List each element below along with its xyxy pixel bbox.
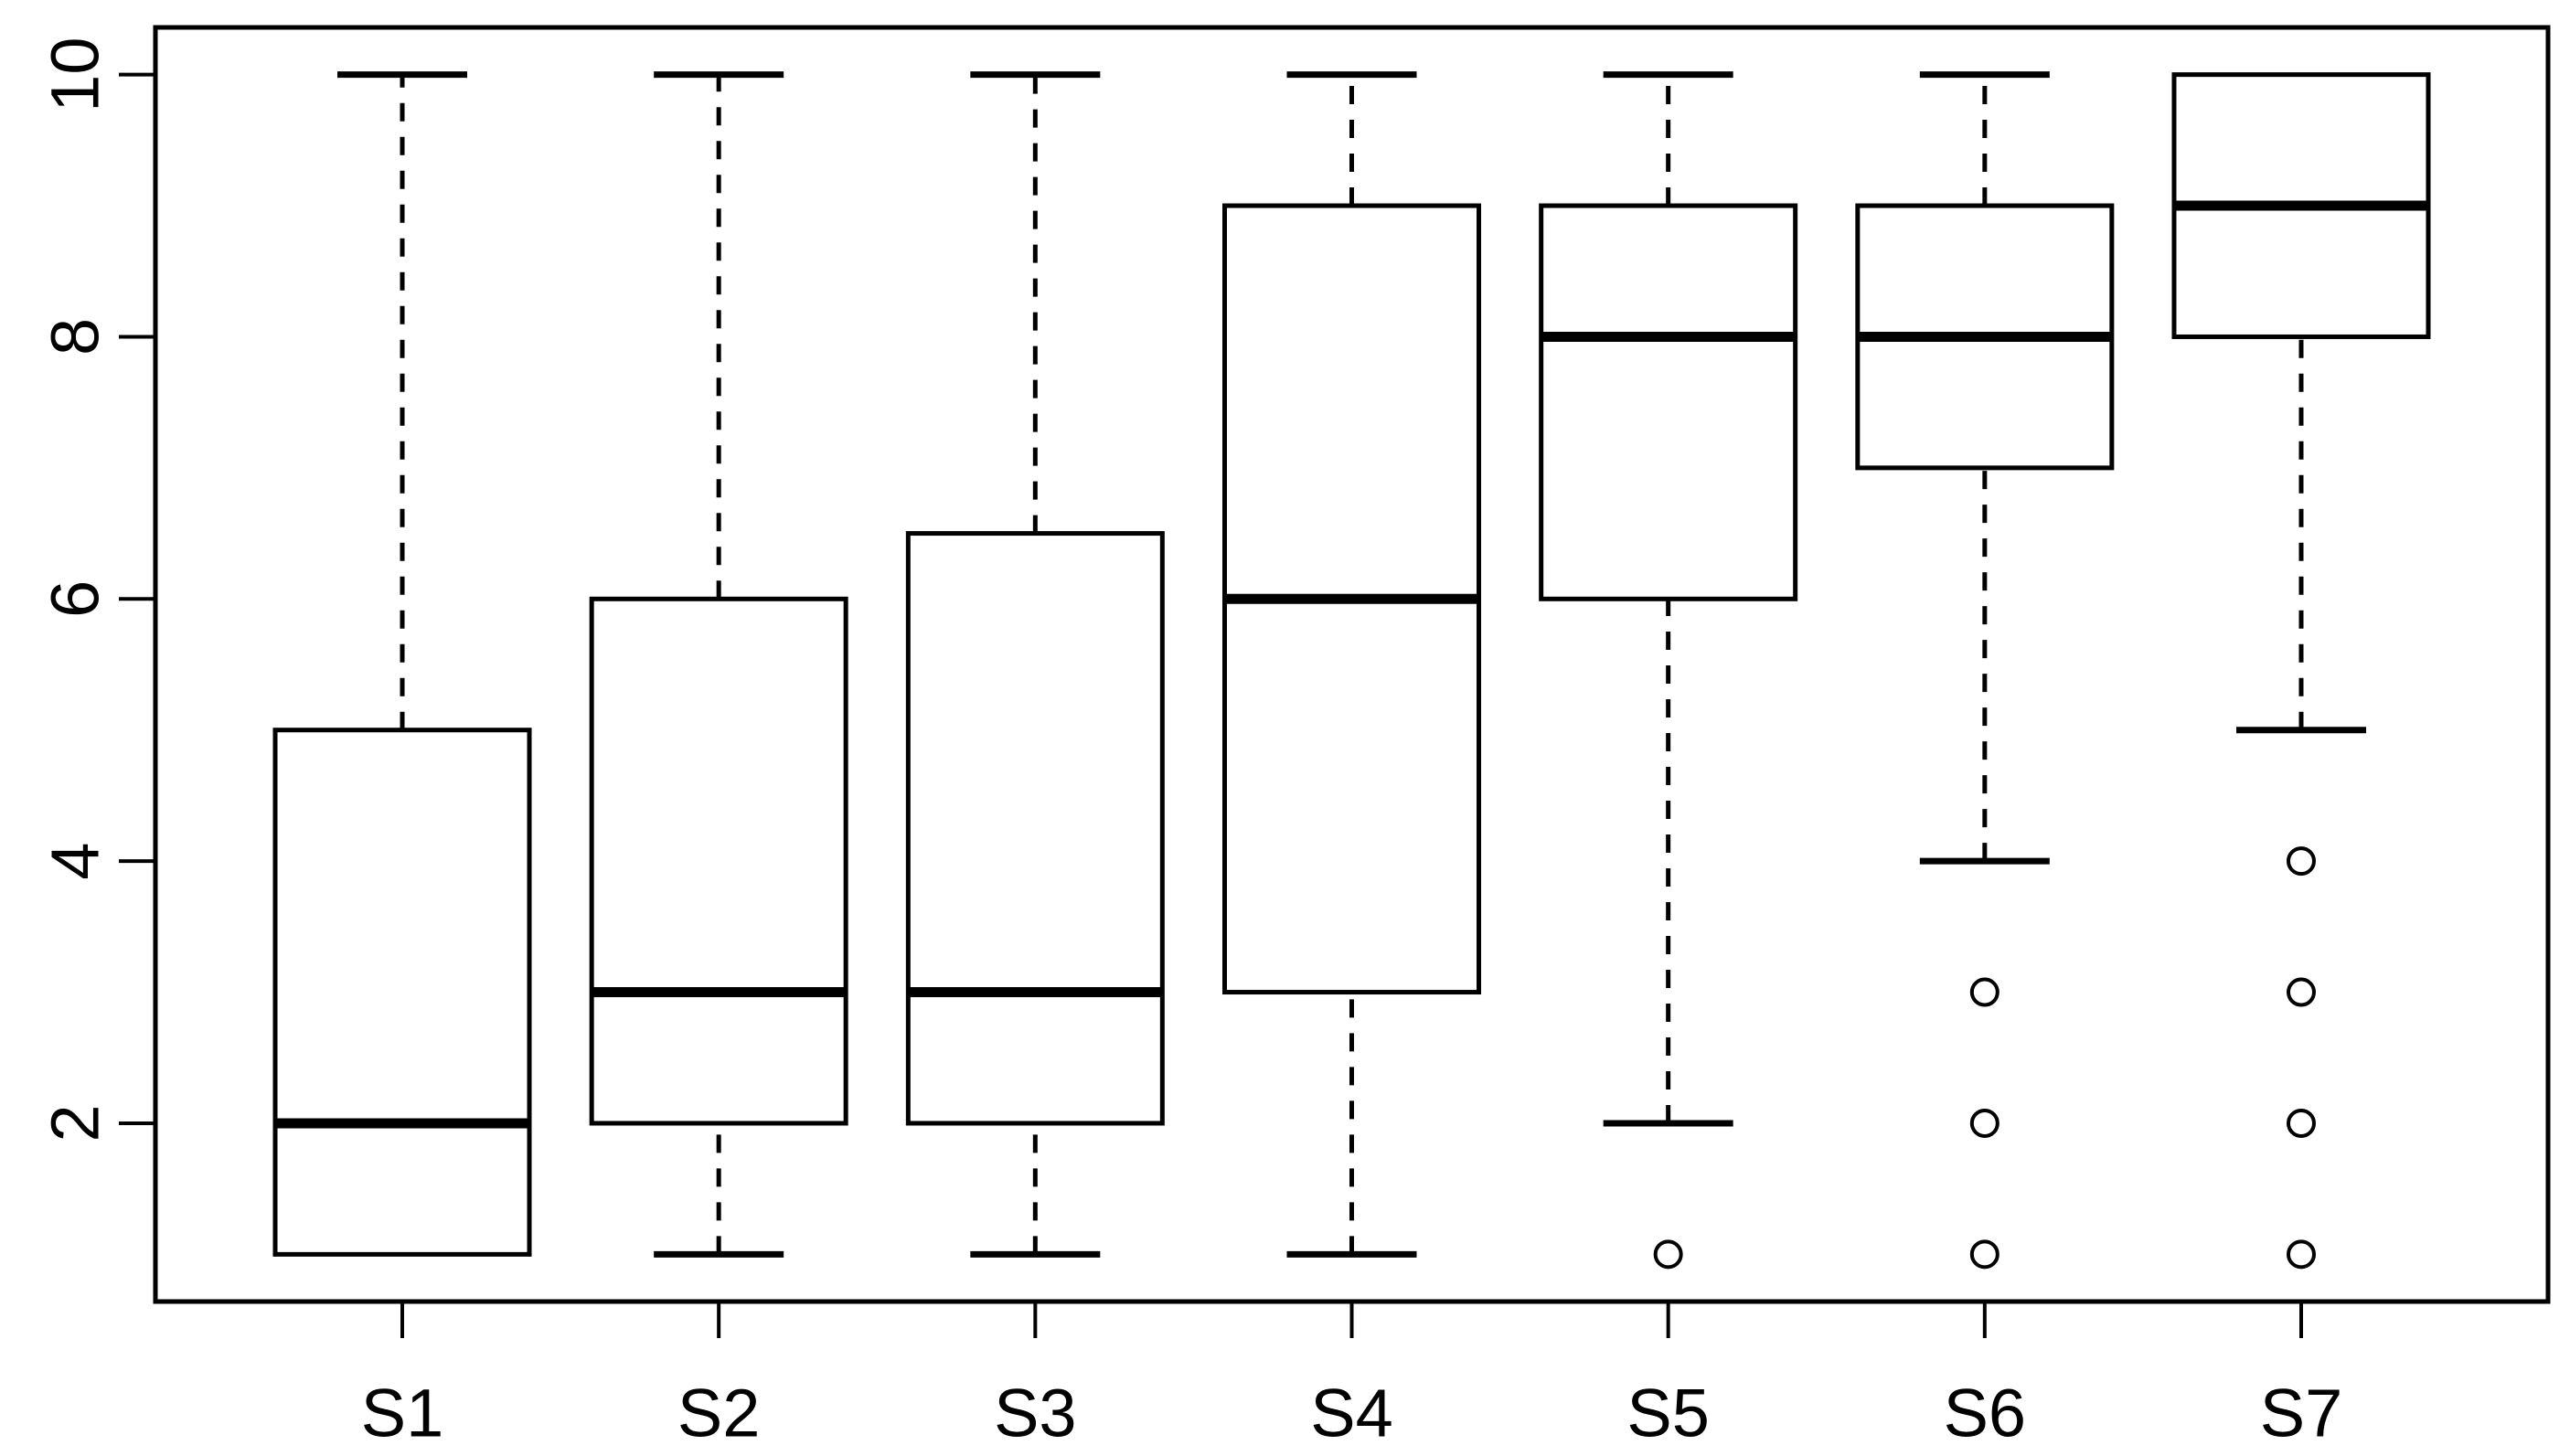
outlier-point	[2286, 977, 2316, 1007]
box-group-S4	[1222, 71, 1481, 1258]
x-axis-tick-label: S1	[361, 1376, 444, 1451]
y-axis-tick-label: 10	[37, 37, 113, 112]
box-group-S7	[2171, 72, 2431, 1270]
y-axis-tick-label: 8	[37, 318, 113, 356]
iqr-box	[905, 531, 1165, 1126]
y-axis-tick-label: 6	[37, 580, 113, 618]
y-axis-tick-label: 4	[37, 843, 113, 880]
iqr-box	[589, 596, 848, 1126]
box-group-S6	[1855, 71, 2115, 1270]
iqr-box	[272, 728, 532, 1257]
box-group-S3	[905, 71, 1165, 1258]
x-axis-tick-label: S2	[677, 1376, 761, 1451]
outlier-point	[1969, 1108, 1999, 1138]
outlier-point	[2286, 1239, 2316, 1270]
x-axis-tick-label: S3	[994, 1376, 1077, 1451]
box-group-S5	[1539, 71, 1798, 1270]
outlier-point	[2286, 846, 2316, 877]
x-axis-tick-label: S4	[1310, 1376, 1393, 1451]
x-axis-tick-label: S7	[2260, 1376, 2343, 1451]
plot-border	[153, 25, 2551, 1304]
iqr-box	[1539, 203, 1798, 601]
outlier-point	[1969, 977, 1999, 1007]
box-group-S1	[272, 71, 532, 1257]
x-axis-tick-label: S6	[1944, 1376, 2027, 1451]
outlier-point	[1653, 1239, 1683, 1270]
x-axis-tick-label: S5	[1626, 1376, 1710, 1451]
outlier-point	[2286, 1108, 2316, 1138]
y-axis-tick-label: 2	[37, 1104, 113, 1142]
outlier-point	[1969, 1239, 1999, 1270]
box-group-S2	[589, 71, 848, 1258]
